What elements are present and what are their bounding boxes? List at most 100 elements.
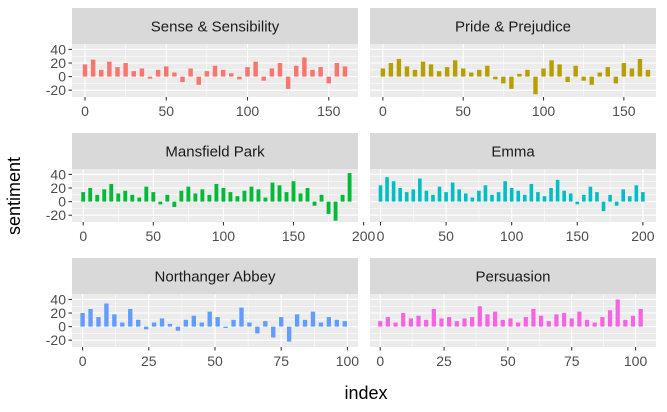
sentiment-bar <box>333 201 338 221</box>
facet-title: Northanger Abbey <box>155 269 276 286</box>
sentiment-bar <box>444 192 448 202</box>
facet-title: Persuasion <box>475 269 550 286</box>
sentiment-bar <box>385 317 390 327</box>
sentiment-bar <box>500 319 505 327</box>
sentiment-bar <box>437 186 442 202</box>
sentiment-bar <box>477 306 482 327</box>
sentiment-bar <box>256 189 261 202</box>
sentiment-bar <box>568 193 573 202</box>
x-tick-label: 100 <box>624 353 648 369</box>
sentiment-bar <box>261 76 266 81</box>
sentiment-bar <box>436 71 442 77</box>
x-tick-label: 0 <box>379 103 387 119</box>
sentiment-bar <box>340 194 345 202</box>
sentiment-bar <box>509 188 514 202</box>
y-tick-label: -20 <box>46 332 66 348</box>
sentiment-bar <box>525 69 530 77</box>
x-tick-label: 150 <box>612 103 636 119</box>
sentiment-bar <box>137 197 142 202</box>
x-tick-label: 100 <box>336 353 360 369</box>
sentiment-bar <box>621 63 627 77</box>
sentiment-bar <box>144 186 149 202</box>
facet-panel: Persuasion 0 25 50 75 100 <box>370 258 656 369</box>
sentiment-bar <box>200 189 205 202</box>
sentiment-bar <box>396 58 402 77</box>
sentiment-bar <box>247 322 252 327</box>
sentiment-bar <box>542 196 547 202</box>
sentiment-bar <box>600 317 605 327</box>
sentiment-bar <box>298 193 303 202</box>
sentiment-bar <box>584 319 590 327</box>
sentiment-bar <box>223 326 228 328</box>
sentiment-bar <box>629 68 635 77</box>
sentiment-bar <box>277 185 282 202</box>
x-tick-label: 200 <box>631 228 655 244</box>
x-tick-label: 200 <box>352 228 376 244</box>
sentiment-bar <box>136 319 141 327</box>
sentiment-bar <box>589 76 594 85</box>
sentiment-bar <box>555 179 560 202</box>
sentiment-bar <box>207 194 212 202</box>
sentiment-bar <box>249 186 254 202</box>
sentiment-bar <box>447 317 452 327</box>
x-tick-label: 50 <box>455 103 471 119</box>
sentiment-bar <box>454 321 459 327</box>
sentiment-bar <box>613 76 619 84</box>
sentiment-bar <box>269 68 275 77</box>
sentiment-bar <box>573 65 578 77</box>
sentiment-bar <box>549 60 554 77</box>
sentiment-bar <box>158 201 163 205</box>
sentiment-bar <box>541 68 546 77</box>
x-tick-label: 0 <box>376 353 384 369</box>
sentiment-bar <box>424 319 429 327</box>
sentiment-bar <box>112 314 117 327</box>
sentiment-bar <box>159 318 165 327</box>
sentiment-bar <box>404 192 409 202</box>
sentiment-bar <box>444 67 450 77</box>
sentiment-bar <box>408 318 413 327</box>
sentiment-bar <box>493 76 498 80</box>
sentiment-bar <box>477 69 482 77</box>
sentiment-bar <box>228 192 233 202</box>
sentiment-bar <box>582 194 586 202</box>
sentiment-bar <box>411 189 416 202</box>
sentiment-bar <box>347 173 352 202</box>
sentiment-bar <box>645 69 651 77</box>
sentiment-bar <box>196 76 201 85</box>
sentiment-bar <box>319 194 324 202</box>
x-tick-label: 50 <box>438 228 454 244</box>
sentiment-bar <box>215 317 220 327</box>
sentiment-bar <box>326 76 331 84</box>
sentiment-bar <box>462 318 467 327</box>
x-tick-label: 150 <box>317 103 341 119</box>
sentiment-bar <box>601 201 606 212</box>
sentiment-bar <box>165 194 170 202</box>
sentiment-bar <box>270 182 275 202</box>
sentiment-bar <box>581 76 586 81</box>
sentiment-bar <box>605 67 611 77</box>
y-tick-label: 0 <box>58 69 66 85</box>
sentiment-bar <box>470 317 475 327</box>
sentiment-bar <box>180 76 185 83</box>
sentiment-bar <box>291 181 296 202</box>
sentiment-bar <box>99 69 104 77</box>
x-tick-label: 50 <box>146 228 162 244</box>
sentiment-bar <box>90 59 96 77</box>
sentiment-bar <box>469 72 474 77</box>
sentiment-bar <box>302 319 308 327</box>
sentiment-bar <box>641 192 645 202</box>
x-tick-label: 25 <box>436 353 452 369</box>
sentiment-bar <box>147 76 153 79</box>
sentiment-bar <box>242 190 247 202</box>
sentiment-bar <box>310 311 316 327</box>
sentiment-bar <box>81 192 86 202</box>
sentiment-bar <box>503 181 507 202</box>
y-axis-title: sentiment <box>4 157 24 235</box>
sentiment-bar <box>577 311 582 327</box>
sentiment-bar <box>496 192 501 202</box>
sentiment-bar <box>172 72 177 77</box>
facet-strip <box>72 8 358 44</box>
sentiment-bar <box>490 194 494 202</box>
